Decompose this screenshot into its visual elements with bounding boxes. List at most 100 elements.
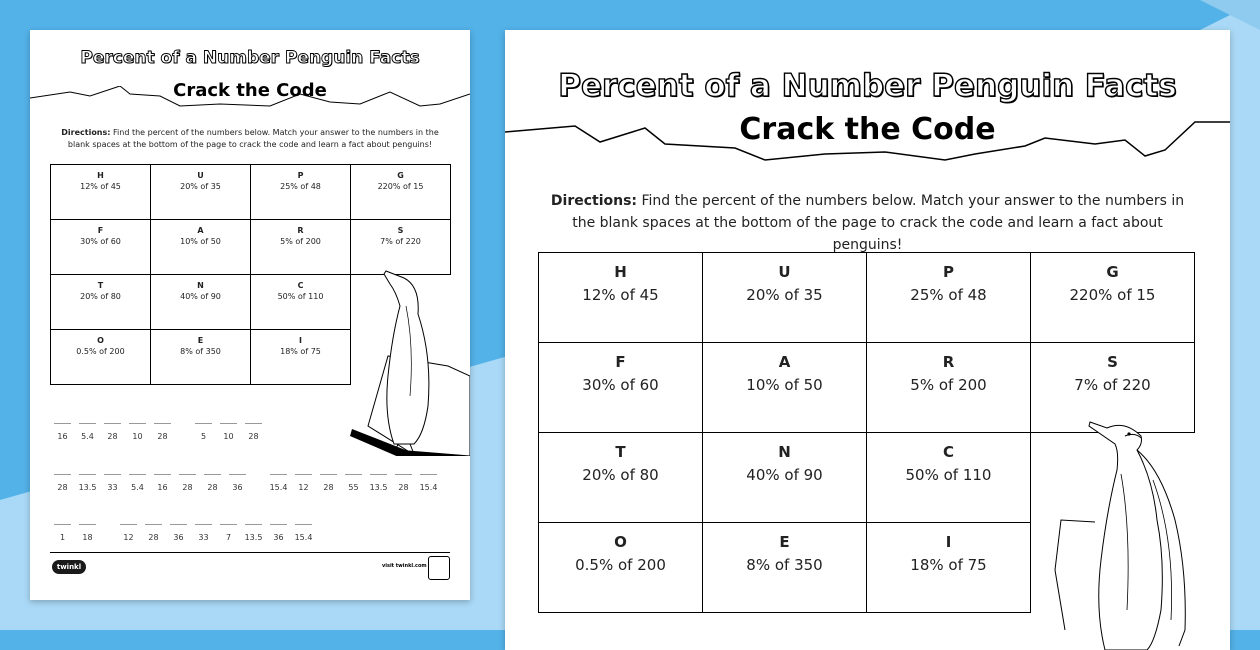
directions-text: Directions: Find the percent of the numb…	[50, 127, 450, 151]
cell-letter: H	[614, 263, 627, 281]
code-blank: 13.5	[366, 474, 391, 492]
code-blank: 15.4	[416, 474, 441, 492]
code-cell: N 40% of 90	[702, 432, 867, 523]
cell-letter: O	[614, 533, 627, 551]
code-cell: U 20% of 35	[150, 164, 251, 220]
code-cell: F 30% of 60	[538, 342, 703, 433]
code-blank: 28	[200, 474, 225, 492]
cell-expression: 220% of 15	[1069, 286, 1156, 304]
code-blank: 10	[216, 423, 241, 441]
directions-label: Directions:	[61, 128, 111, 137]
code-blank: 28	[50, 474, 75, 492]
page-title: Percent of a Number Penguin Facts	[80, 48, 420, 69]
word-gap	[100, 533, 116, 542]
code-blank: 28	[100, 423, 125, 441]
empty-cell	[351, 275, 451, 330]
quality-badge-icon	[428, 556, 450, 580]
code-blank: 15.4	[266, 474, 291, 492]
code-line-2: 28 13.5 33 5.4 16 28 28 36 15.4 12 28 55…	[50, 474, 441, 492]
code-cell: F 30% of 60	[50, 219, 151, 275]
code-line-1: 16 5.4 28 10 28 5 10 28	[50, 423, 266, 441]
page-title: Percent of a Number Penguin Facts	[558, 67, 1178, 104]
code-blank: 5.4	[125, 474, 150, 492]
code-blank: 13.5	[241, 524, 266, 542]
word-gap	[250, 483, 266, 492]
code-blank: 15.4	[291, 524, 316, 542]
cell-expression: 220% of 15	[377, 182, 424, 191]
word-gap	[175, 432, 191, 441]
code-cell: R 5% of 200	[250, 219, 351, 275]
cell-expression: 5% of 200	[910, 376, 987, 394]
code-table: H 12% of 45 U 20% of 35 P 25% of 48 G 220% o…	[50, 164, 451, 385]
code-cell: C 50% of 110	[866, 432, 1031, 523]
cell-expression: 5% of 200	[280, 237, 321, 246]
code-blank: 16	[50, 423, 75, 441]
code-blank: 10	[125, 423, 150, 441]
cell-expression: 25% of 48	[280, 182, 321, 191]
cell-letter: F	[615, 353, 626, 371]
cell-expression: 12% of 45	[80, 182, 121, 191]
cell-letter: A	[197, 226, 204, 235]
code-cell: T 20% of 80	[50, 274, 151, 330]
code-blank: 7	[216, 524, 241, 542]
cell-letter: C	[297, 281, 304, 290]
cell-expression: 40% of 90	[746, 466, 823, 484]
cell-expression: 50% of 110	[277, 292, 324, 301]
code-cell: E 8% of 350	[150, 329, 251, 385]
cell-letter: U	[778, 263, 791, 281]
code-blank: 28	[316, 474, 341, 492]
directions-body: Find the percent of the numbers below. M…	[572, 193, 1185, 253]
cell-expression: 12% of 45	[582, 286, 659, 304]
code-blank: 18	[75, 524, 100, 542]
code-blank: 12	[291, 474, 316, 492]
code-cell: O 0.5% of 200	[50, 329, 151, 385]
cell-expression: 7% of 220	[1074, 376, 1151, 394]
cell-letter: E	[197, 336, 204, 345]
cell-letter: S	[1107, 353, 1118, 371]
code-blank: 1	[50, 524, 75, 542]
code-cell: E 8% of 350	[702, 522, 867, 613]
cell-expression: 20% of 35	[746, 286, 823, 304]
code-cell: C 50% of 110	[250, 274, 351, 330]
cell-letter: C	[942, 443, 954, 461]
code-cell: H 12% of 45	[538, 252, 703, 343]
cell-expression: 30% of 60	[582, 376, 659, 394]
code-blank: 12	[116, 524, 141, 542]
cell-expression: 20% of 80	[582, 466, 659, 484]
code-cell: G 220% of 15	[350, 164, 451, 220]
cell-letter: P	[297, 171, 304, 180]
code-cell: A 10% of 50	[702, 342, 867, 433]
code-blank: 5.4	[75, 423, 100, 441]
code-cell: I 18% of 75	[866, 522, 1031, 613]
footer-divider	[50, 552, 450, 553]
cell-letter: I	[945, 533, 952, 551]
cell-letter: N	[197, 281, 204, 290]
cell-expression: 25% of 48	[910, 286, 987, 304]
cell-expression: 18% of 75	[910, 556, 987, 574]
code-cell: S 7% of 220	[350, 219, 451, 275]
directions-text: Directions: Find the percent of the numb…	[540, 190, 1195, 256]
cell-letter: S	[397, 226, 404, 235]
page-subtitle: Crack the Code	[173, 80, 327, 101]
cell-expression: 40% of 90	[180, 292, 221, 301]
code-table: H 12% of 45 U 20% of 35 P 25% of 48 G 220% o…	[538, 252, 1195, 613]
twinkl-logo: twinkl	[52, 560, 86, 574]
directions-body: Find the percent of the numbers below. M…	[67, 128, 439, 149]
cell-letter: O	[97, 336, 104, 345]
cell-letter: E	[779, 533, 790, 551]
code-cell: I 18% of 75	[250, 329, 351, 385]
code-cell: N 40% of 90	[150, 274, 251, 330]
worksheet-preview-page: Percent of a Number Penguin Facts Crack …	[30, 30, 470, 600]
cell-letter: T	[97, 281, 104, 290]
cell-letter: U	[197, 171, 204, 180]
cell-letter: R	[942, 353, 955, 371]
code-cell: T 20% of 80	[538, 432, 703, 523]
code-blank: 28	[175, 474, 200, 492]
cell-letter: H	[97, 171, 104, 180]
code-cell: S 7% of 220	[1030, 342, 1195, 433]
cell-letter: P	[943, 263, 954, 281]
cell-expression: 10% of 50	[746, 376, 823, 394]
code-blank: 36	[166, 524, 191, 542]
cell-expression: 50% of 110	[905, 466, 992, 484]
code-blank: 28	[241, 423, 266, 441]
